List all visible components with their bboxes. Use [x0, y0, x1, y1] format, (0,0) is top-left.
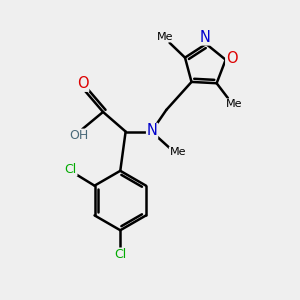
- Text: Me: Me: [169, 147, 186, 157]
- Text: Cl: Cl: [114, 248, 126, 261]
- Text: N: N: [147, 124, 158, 139]
- Text: OH: OH: [70, 129, 89, 142]
- Text: Me: Me: [226, 99, 243, 109]
- Text: Me: Me: [157, 32, 173, 42]
- Text: Cl: Cl: [64, 163, 77, 176]
- Text: N: N: [199, 30, 210, 45]
- Text: O: O: [77, 76, 88, 91]
- Text: O: O: [226, 51, 237, 66]
